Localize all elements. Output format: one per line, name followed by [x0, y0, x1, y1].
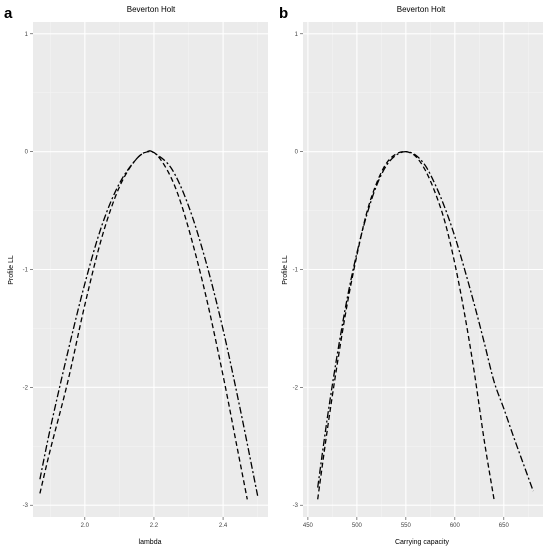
panel-a-y-tick-label: -2 [23, 385, 29, 391]
panel-a-series [39, 150, 259, 500]
panel-a-y-label: Profile LL [8, 255, 15, 285]
panel-b-y-tick-label: 0 [295, 150, 299, 156]
panel-a-y-tick-label: -1 [23, 268, 29, 274]
panel-b-series [317, 150, 534, 500]
panel-a: a Beverton Holt 2.0 2.2 2.4 -3 -2 -1 0 1 lambd… [4, 5, 268, 546]
panel-b-y-axis: -3 -2 -1 0 1 [293, 32, 303, 509]
panel-b-title: Beverton Holt [397, 5, 446, 14]
panel-a-letter: a [4, 5, 13, 22]
panel-a-y-axis: -3 -2 -1 0 1 [23, 32, 33, 509]
panel-a-grid [33, 22, 268, 517]
panel-b-letter: b [279, 5, 288, 22]
panel-b-y-tick-label: -2 [293, 385, 299, 391]
panel-a-x-tick-label: 2.2 [150, 523, 159, 529]
panel-b-y-tick-label: 1 [295, 32, 299, 38]
panel-b-x-tick-label: 600 [450, 523, 461, 529]
panel-b-y-tick-label: -1 [293, 268, 299, 274]
panel-a-series-dashed-line [39, 150, 248, 500]
panel-a-title: Beverton Holt [127, 5, 176, 14]
panel-a-x-tick-label: 2.0 [81, 523, 90, 529]
panel-a-series-dashdot-line [39, 150, 259, 496]
panel-b: b Beverton Holt 450 500 550 600 650 -3 -2 -1 0 1… [279, 5, 543, 546]
panel-b-x-label: Carrying capacity [395, 539, 450, 546]
panel-b-x-axis: 450 500 550 600 650 [303, 517, 510, 529]
panel-b-y-tick-label: -3 [293, 503, 299, 509]
panel-b-x-tick-label: 550 [401, 523, 412, 529]
panel-a-y-tick-label: -3 [23, 503, 29, 509]
panel-b-y-label: Profile LL [282, 255, 289, 285]
panel-a-y-tick-label: 0 [25, 150, 29, 156]
panel-b-x-tick-label: 500 [352, 523, 363, 529]
panel-a-x-axis: 2.0 2.2 2.4 [81, 517, 228, 529]
panel-a-x-tick-label: 2.4 [219, 523, 228, 529]
panel-b-grid [303, 22, 543, 517]
panel-b-series-dashdot-line [317, 150, 534, 492]
panel-b-x-tick-label: 650 [499, 523, 510, 529]
panel-a-y-tick-label: 1 [25, 32, 29, 38]
panel-a-x-label: lambda [139, 539, 162, 546]
panel-b-x-tick-label: 450 [303, 523, 314, 529]
